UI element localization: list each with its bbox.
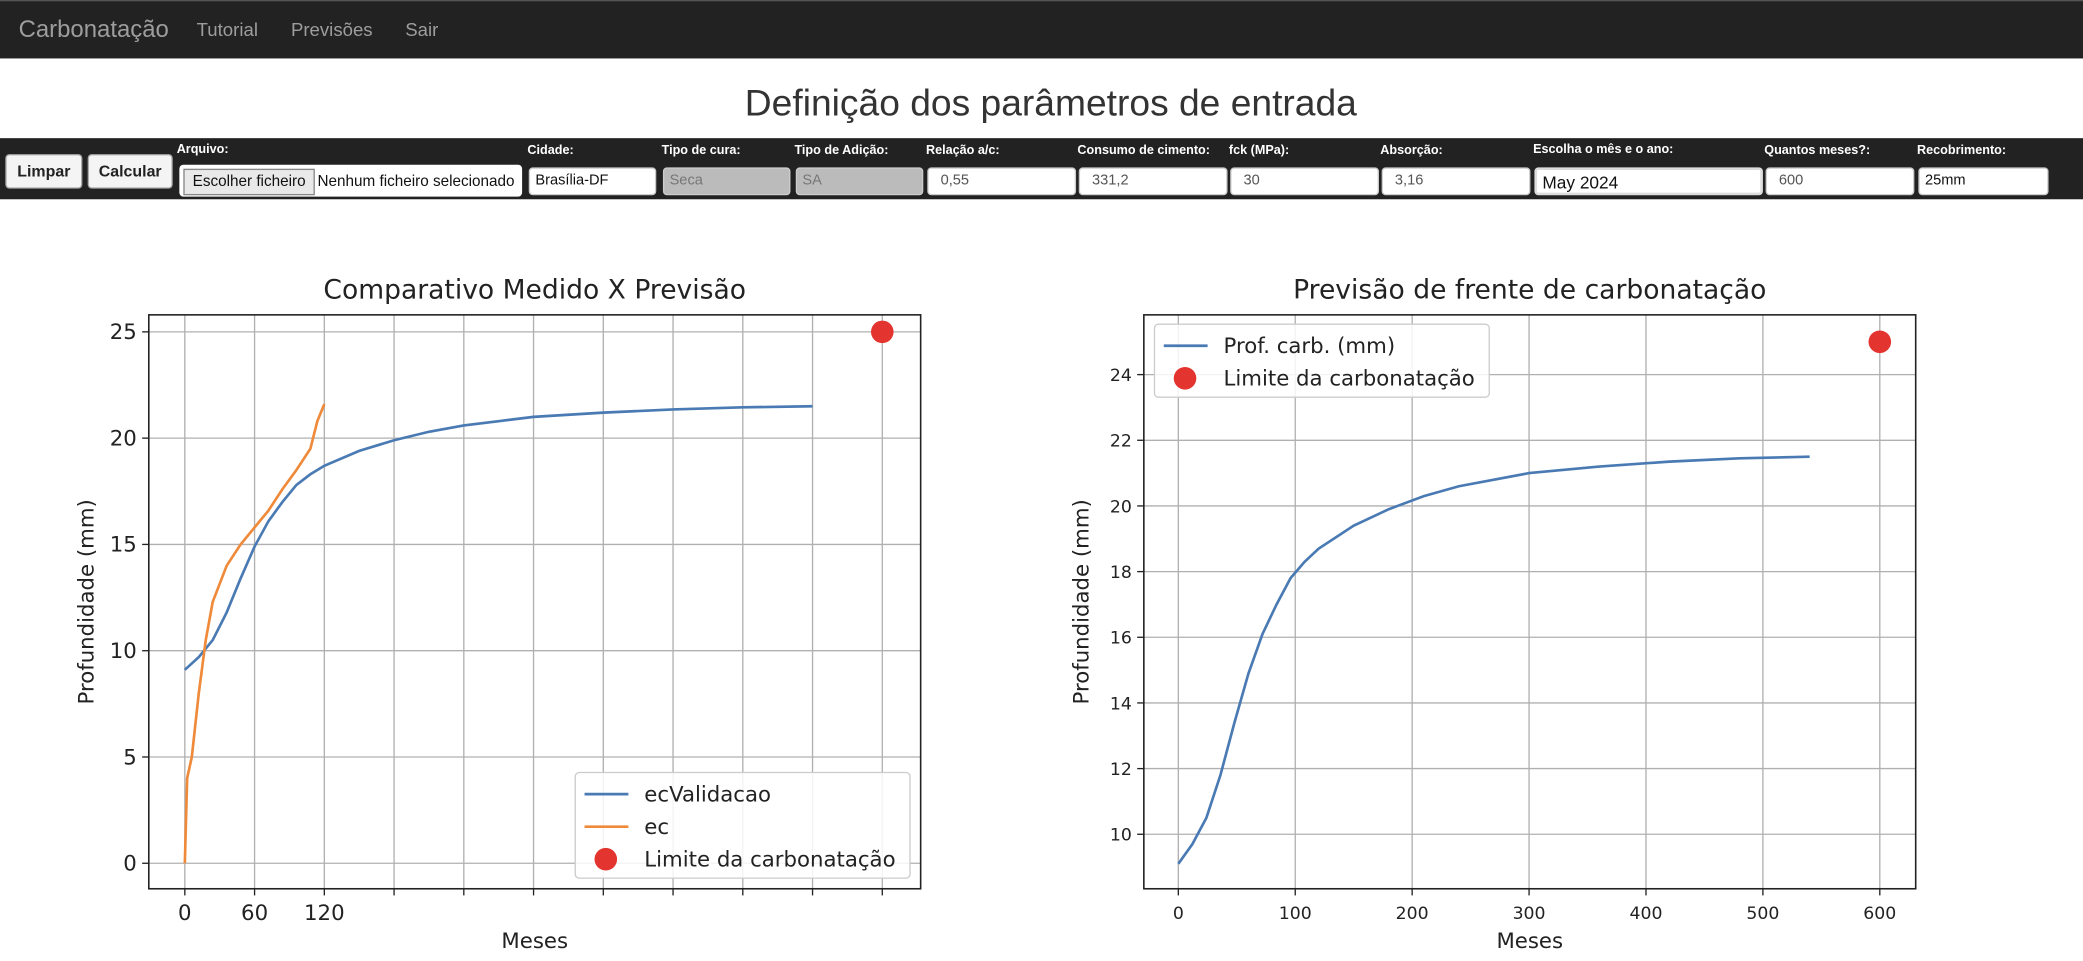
field-label: Tipo de cura: <box>661 143 741 159</box>
button[interactable]: Limpar <box>5 154 83 189</box>
field-label: Consumo de cimento: <box>1077 143 1210 159</box>
legend-box <box>1153 323 1490 398</box>
x-tick-label: 0 <box>178 901 192 926</box>
y-tick-label: 22 <box>1110 432 1132 452</box>
y-tick-label: 14 <box>1110 694 1132 714</box>
x-tick-label: 100 <box>1279 904 1312 924</box>
file-button[interactable]: Escolher ficheiro <box>183 168 315 196</box>
field-input[interactable]: 3,16 <box>1381 167 1531 196</box>
legend-label: Limite da carbonatação <box>644 848 895 873</box>
y-tick-label: 15 <box>110 533 137 558</box>
y-tick-label: 10 <box>110 639 137 664</box>
legend-label: ec <box>644 815 669 840</box>
legend: ecValidacao ec Limite da carbonatação <box>574 771 911 879</box>
y-tick-label: 20 <box>1110 497 1132 517</box>
field-label: Quantos meses?: <box>1764 143 1871 159</box>
y-tick-label: 12 <box>1110 760 1132 780</box>
x-tick-label: 400 <box>1629 904 1662 924</box>
nav-link[interactable]: Previsões <box>290 18 373 40</box>
field-input[interactable]: 0,55 <box>927 167 1077 196</box>
y-tick-label: 0 <box>123 852 137 877</box>
x-tick-label: 120 <box>304 901 345 926</box>
line <box>183 404 813 671</box>
x-tick-label: 0 <box>1173 904 1184 924</box>
field-input[interactable]: 25mm <box>1918 167 2049 196</box>
field-input: Seca <box>662 167 791 196</box>
chart: Comparativo Medido X Previsão 0 60 120 0 5 10 1… <box>75 274 922 954</box>
x-tick-label: 200 <box>1396 904 1429 924</box>
file-status: Nenhum ficheiro selecionado <box>317 174 515 190</box>
y-tick-label: 10 <box>1110 826 1132 846</box>
field-label: Tipo de Adição: <box>794 143 889 159</box>
file-input[interactable]: Escolher ficheiro Nenhum ficheiro seleci… <box>179 164 523 197</box>
chart: Previsão de frente de carbonatação 0 100 20… <box>1070 274 1917 954</box>
y-tick-label: 5 <box>123 745 137 770</box>
y-axis-label: Profundidade (mm) <box>1070 499 1095 704</box>
legend: Prof. carb. (mm) Limite da carbonatação <box>1153 323 1490 398</box>
chart-title: Previsão de frente de carbonatação <box>1293 274 1766 305</box>
y-tick-label: 20 <box>110 426 137 451</box>
field-label: fck (MPa): <box>1228 143 1290 159</box>
field-label: Relação a/c: <box>925 143 1000 159</box>
y-tick-label: 25 <box>110 320 137 345</box>
heading: Definição dos parâmetros de entrada <box>744 82 1357 124</box>
x-tick-label: 600 <box>1863 904 1896 924</box>
field-label: Absorção: <box>1380 143 1443 159</box>
y-axis-label: Profundidade (mm) <box>75 499 100 704</box>
legend-label: Limite da carbonatação <box>1224 367 1475 392</box>
line <box>183 403 326 864</box>
nav-link[interactable]: Tutorial <box>196 18 258 40</box>
legend-label: ecValidacao <box>644 782 771 807</box>
field-label: Recobrimento: <box>1917 143 2007 159</box>
field-label: Arquivo: <box>176 142 229 157</box>
field-label: Escolha o mês e o ano: <box>1533 142 1674 157</box>
field-input[interactable]: Brasília-DF <box>528 167 657 196</box>
y-tick-label: 18 <box>1110 563 1132 583</box>
field-input[interactable]: 600 <box>1765 167 1915 196</box>
field-label: Cidade: <box>527 143 574 159</box>
plot-frame <box>147 314 922 890</box>
button[interactable]: Calcular <box>87 154 173 189</box>
nav-link[interactable]: Sair <box>405 18 439 40</box>
x-axis-label: Meses <box>501 929 568 954</box>
x-tick-label: 500 <box>1746 904 1779 924</box>
legend-marker <box>594 847 618 871</box>
field-input: SA <box>795 167 924 196</box>
y-tick-label: 16 <box>1110 629 1132 649</box>
legend-label: Prof. carb. (mm) <box>1224 334 1396 359</box>
point <box>1868 330 1892 354</box>
line <box>1177 455 1810 865</box>
chart-title: Comparativo Medido X Previsão <box>323 274 746 305</box>
point <box>870 320 894 344</box>
form: Limpar Calcular Arquivo: Escolher fichei… <box>0 138 2083 200</box>
navbar: Carbonatação Tutorial Previsões Sair <box>0 0 2083 59</box>
field-input[interactable]: 331,2 <box>1078 167 1228 196</box>
legend-box <box>574 771 911 879</box>
field-input[interactable]: May 2024 <box>1534 167 1763 196</box>
x-axis-label: Meses <box>1496 929 1563 954</box>
x-tick-label: 60 <box>241 901 268 926</box>
x-tick-label: 300 <box>1513 904 1546 924</box>
legend-marker <box>1173 366 1197 390</box>
field-input[interactable]: 30 <box>1230 167 1379 196</box>
y-tick-label: 24 <box>1110 366 1132 386</box>
plot-frame <box>1143 314 1917 890</box>
brand[interactable]: Carbonatação <box>18 15 169 43</box>
